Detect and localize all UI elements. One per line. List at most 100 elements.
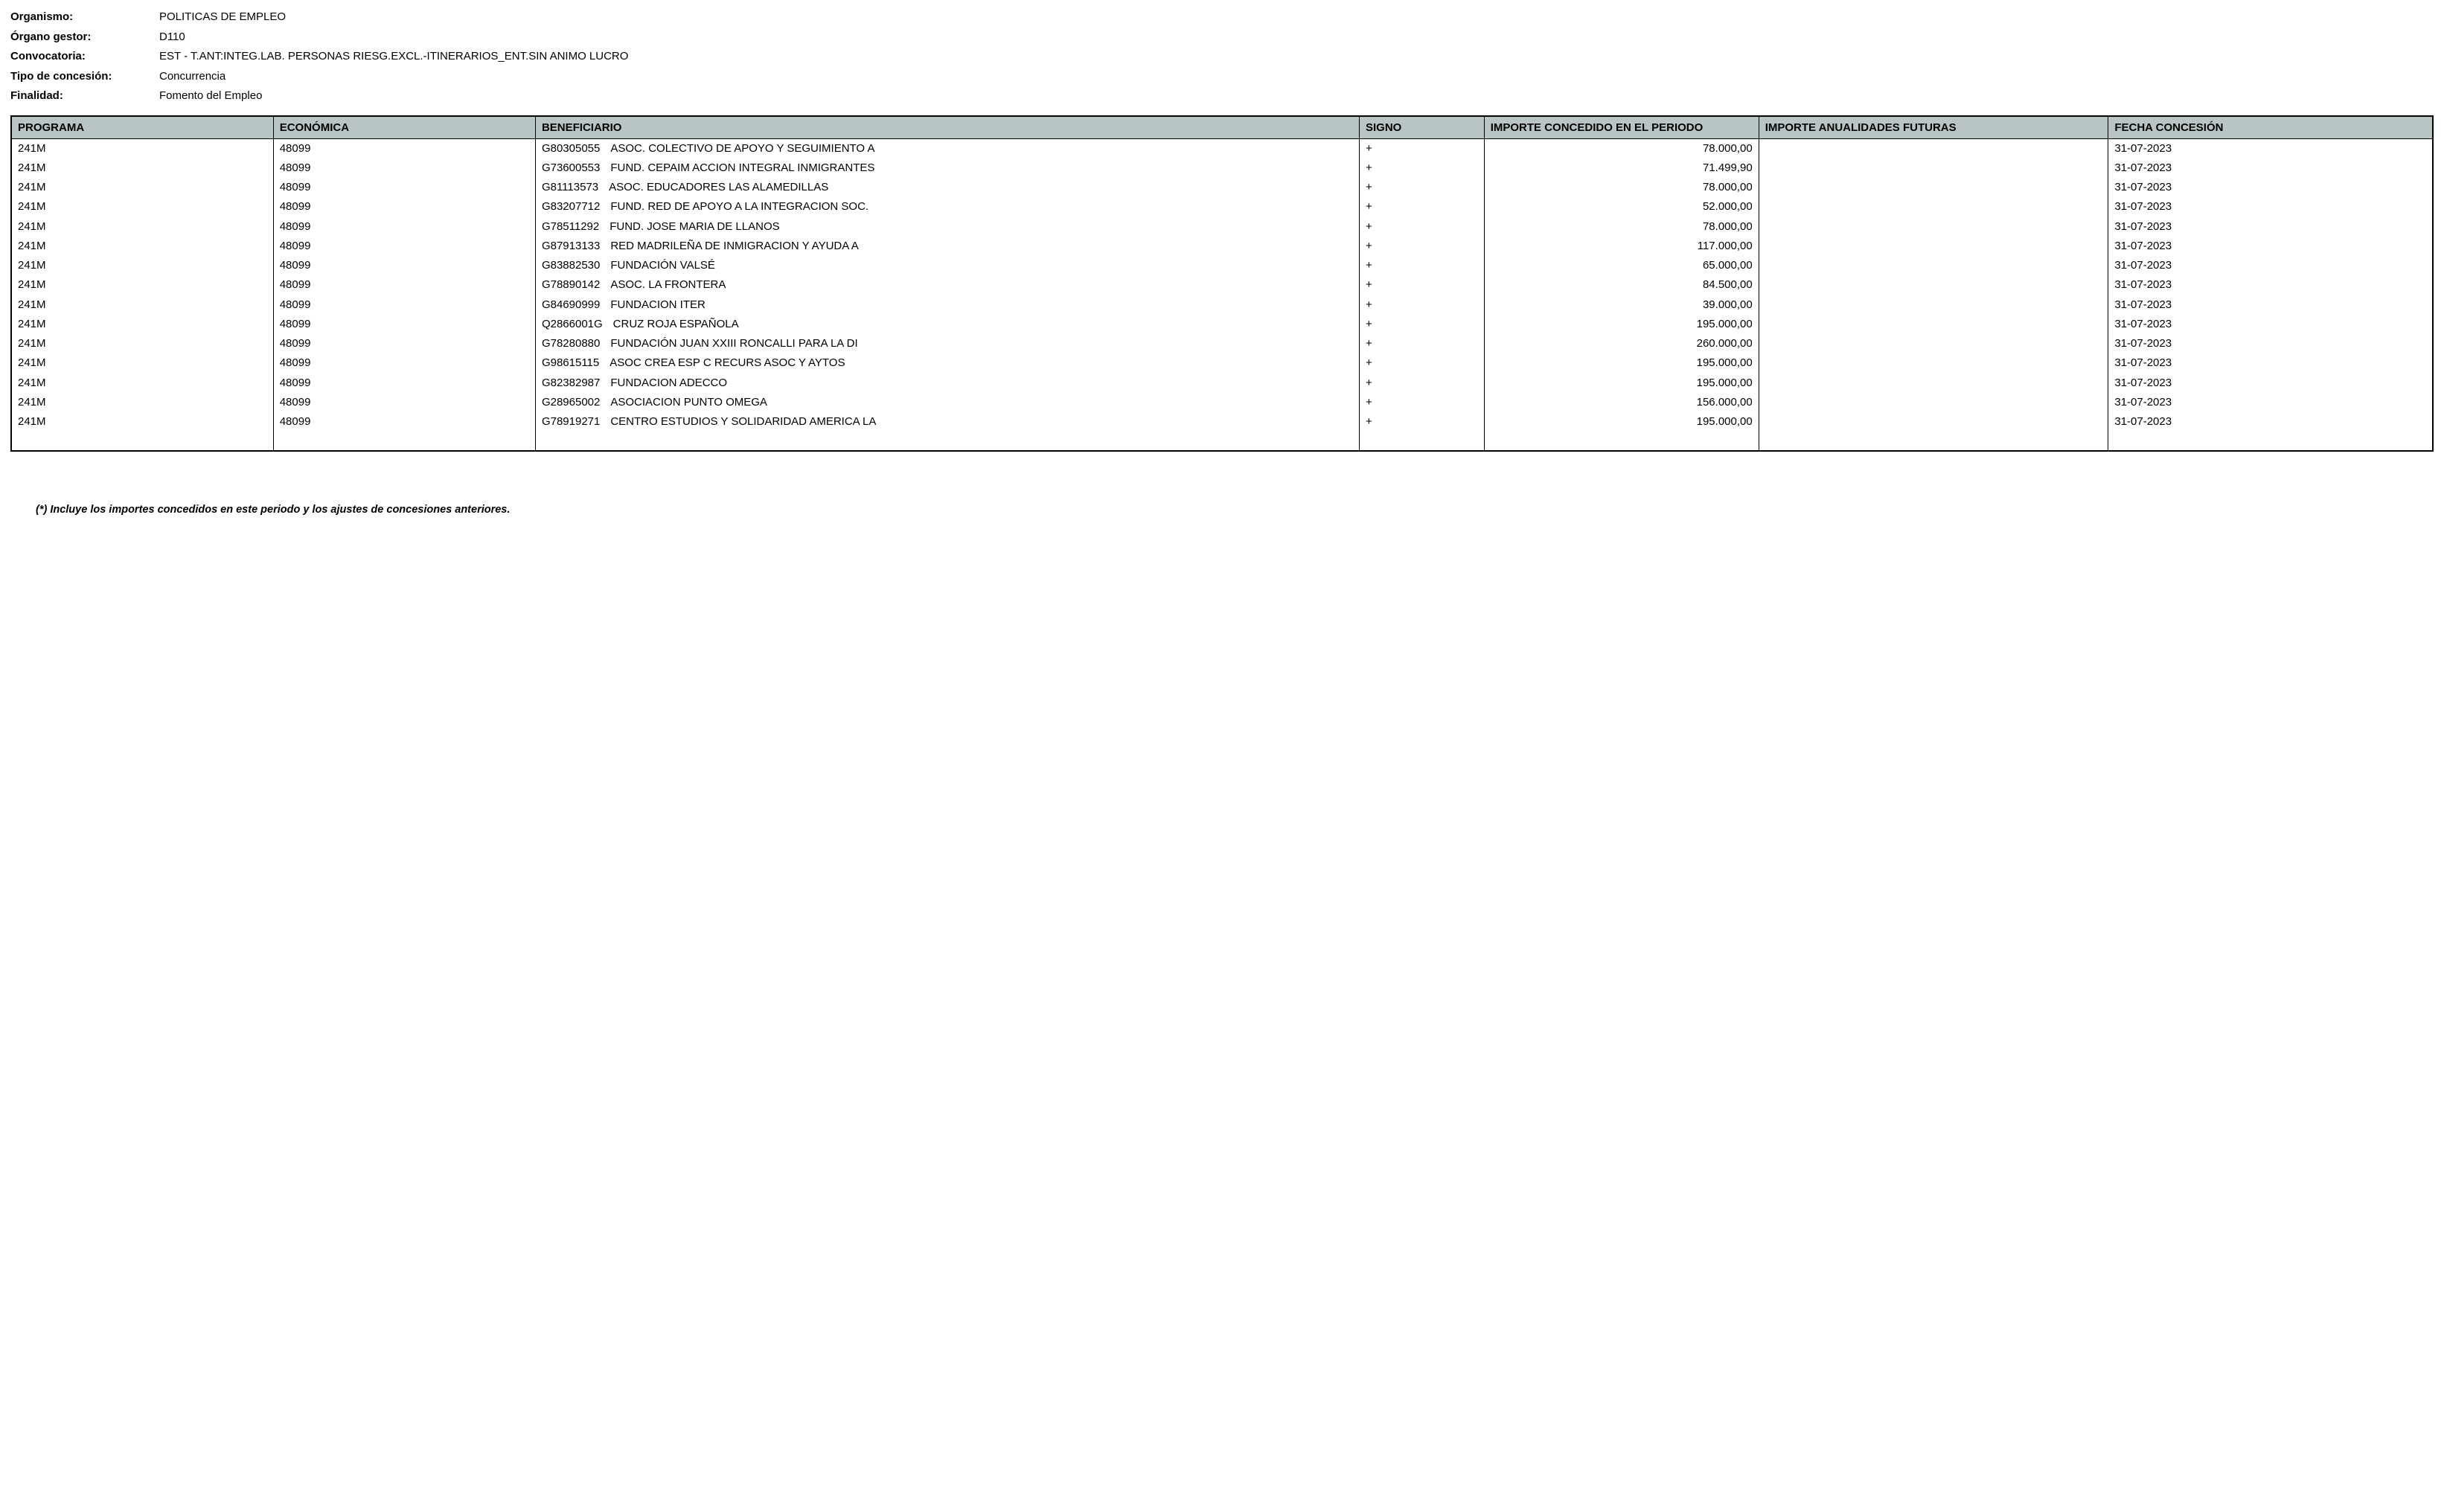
cell-imp_per: 117.000,00 (1484, 237, 1759, 256)
cell-fecha: 31-07-2023 (2108, 217, 2433, 237)
cell-economica: 48099 (273, 158, 535, 178)
table-body: 241M48099G80305055ASOC. COLECTIVO DE APO… (11, 138, 2433, 451)
cell-economica: 48099 (273, 138, 535, 158)
cell-benef: G78280880FUNDACIÓN JUAN XXIII RONCALLI P… (535, 334, 1359, 353)
cell-programa: 241M (11, 178, 273, 197)
table-row: 241M48099G78511292FUND. JOSE MARIA DE LL… (11, 217, 2433, 237)
cell-imp_per: 71.499,90 (1484, 158, 1759, 178)
cell-imp_fut (1759, 158, 2108, 178)
cell-programa: 241M (11, 315, 273, 334)
cell-fecha: 31-07-2023 (2108, 374, 2433, 393)
cell-fecha: 31-07-2023 (2108, 178, 2433, 197)
cell-imp_per: 195.000,00 (1484, 412, 1759, 451)
cell-imp_per: 84.500,00 (1484, 275, 1759, 295)
cell-imp_per: 260.000,00 (1484, 334, 1759, 353)
cell-benef: G81113573ASOC. EDUCADORES LAS ALAMEDILLA… (535, 178, 1359, 197)
table-row: 241M48099G78280880FUNDACIÓN JUAN XXIII R… (11, 334, 2433, 353)
beneficiario-name: ASOC. EDUCADORES LAS ALAMEDILLAS (609, 180, 1353, 195)
cell-imp_fut (1759, 138, 2108, 158)
col-header-benef: BENEFICIARIO (535, 116, 1359, 139)
beneficiario-name: ASOC. COLECTIVO DE APOYO Y SEGUIMIENTO A (610, 141, 1353, 156)
col-header-imp_fut: IMPORTE ANUALIDADES FUTURAS (1759, 116, 2108, 139)
table-row: 241M48099G78890142ASOC. LA FRONTERA+84.5… (11, 275, 2433, 295)
cell-signo: + (1359, 158, 1484, 178)
beneficiario-name: RED MADRILEÑA DE INMIGRACION Y AYUDA A (610, 239, 1353, 254)
meta-value: D110 (159, 29, 2434, 46)
cell-programa: 241M (11, 158, 273, 178)
table-row: 241M48099G84690999FUNDACION ITER+39.000,… (11, 295, 2433, 315)
cell-imp_per: 78.000,00 (1484, 217, 1759, 237)
meta-label: Finalidad: (10, 88, 159, 105)
footnote: (*) Incluye los importes concedidos en e… (10, 504, 2434, 516)
table-row: 241M48099G87913133RED MADRILEÑA DE INMIG… (11, 237, 2433, 256)
cell-programa: 241M (11, 217, 273, 237)
table-row: 241M48099G83882530FUNDACIÓN VALSÉ+65.000… (11, 256, 2433, 275)
cell-imp_fut (1759, 315, 2108, 334)
beneficiario-code: G78890142 (542, 278, 600, 292)
meta-label: Organismo: (10, 9, 159, 26)
meta-label: Convocatoria: (10, 48, 159, 65)
cell-benef: G82382987FUNDACION ADECCO (535, 374, 1359, 393)
cell-fecha: 31-07-2023 (2108, 295, 2433, 315)
beneficiario-code: Q2866001G (542, 317, 603, 332)
cell-benef: G98615115ASOC CREA ESP C RECURS ASOC Y A… (535, 353, 1359, 373)
cell-imp_per: 156.000,00 (1484, 393, 1759, 412)
cell-benef: G73600553FUND. CEPAIM ACCION INTEGRAL IN… (535, 158, 1359, 178)
meta-row: Tipo de concesión:Concurrencia (10, 68, 2434, 86)
beneficiario-name: FUND. JOSE MARIA DE LLANOS (610, 220, 1353, 234)
cell-signo: + (1359, 237, 1484, 256)
beneficiario-name: CENTRO ESTUDIOS Y SOLIDARIDAD AMERICA LA (610, 414, 1353, 429)
cell-programa: 241M (11, 138, 273, 158)
cell-programa: 241M (11, 412, 273, 451)
cell-fecha: 31-07-2023 (2108, 275, 2433, 295)
cell-programa: 241M (11, 237, 273, 256)
cell-programa: 241M (11, 374, 273, 393)
beneficiario-name: FUNDACION ITER (610, 298, 1353, 313)
table-row: 241M48099G81113573ASOC. EDUCADORES LAS A… (11, 178, 2433, 197)
meta-label: Órgano gestor: (10, 29, 159, 46)
beneficiario-code: G83207712 (542, 199, 600, 214)
cell-programa: 241M (11, 295, 273, 315)
cell-economica: 48099 (273, 374, 535, 393)
cell-imp_fut (1759, 237, 2108, 256)
cell-programa: 241M (11, 393, 273, 412)
cell-imp_fut (1759, 412, 2108, 451)
cell-benef: G78890142ASOC. LA FRONTERA (535, 275, 1359, 295)
beneficiario-code: G78280880 (542, 336, 600, 351)
cell-imp_fut (1759, 295, 2108, 315)
cell-imp_fut (1759, 256, 2108, 275)
beneficiario-name: FUNDACIÓN VALSÉ (610, 258, 1353, 273)
beneficiario-name: FUNDACION ADECCO (610, 376, 1353, 391)
beneficiario-name: CRUZ ROJA ESPAÑOLA (613, 317, 1353, 332)
cell-fecha: 31-07-2023 (2108, 315, 2433, 334)
cell-signo: + (1359, 353, 1484, 373)
cell-imp_per: 78.000,00 (1484, 178, 1759, 197)
cell-signo: + (1359, 217, 1484, 237)
cell-economica: 48099 (273, 178, 535, 197)
cell-imp_per: 195.000,00 (1484, 374, 1759, 393)
col-header-programa: PROGRAMA (11, 116, 273, 139)
cell-benef: G80305055ASOC. COLECTIVO DE APOYO Y SEGU… (535, 138, 1359, 158)
col-header-economica: ECONÓMICA (273, 116, 535, 139)
cell-imp_fut (1759, 178, 2108, 197)
cell-signo: + (1359, 315, 1484, 334)
metadata-block: Organismo:POLITICAS DE EMPLEOÓrgano gest… (10, 9, 2434, 105)
cell-benef: G83207712FUND. RED DE APOYO A LA INTEGRA… (535, 197, 1359, 217)
beneficiario-code: G78511292 (542, 220, 599, 234)
table-row: 241M48099Q2866001GCRUZ ROJA ESPAÑOLA+195… (11, 315, 2433, 334)
cell-fecha: 31-07-2023 (2108, 412, 2433, 451)
cell-economica: 48099 (273, 237, 535, 256)
cell-fecha: 31-07-2023 (2108, 393, 2433, 412)
cell-economica: 48099 (273, 275, 535, 295)
meta-value: POLITICAS DE EMPLEO (159, 9, 2434, 26)
cell-imp_per: 195.000,00 (1484, 353, 1759, 373)
cell-imp_per: 65.000,00 (1484, 256, 1759, 275)
table-row: 241M48099G80305055ASOC. COLECTIVO DE APO… (11, 138, 2433, 158)
cell-fecha: 31-07-2023 (2108, 237, 2433, 256)
beneficiario-name: FUND. CEPAIM ACCION INTEGRAL INMIGRANTES (610, 161, 1353, 176)
cell-imp_per: 52.000,00 (1484, 197, 1759, 217)
cell-economica: 48099 (273, 353, 535, 373)
table-row: 241M48099G82382987FUNDACION ADECCO+195.0… (11, 374, 2433, 393)
meta-label: Tipo de concesión: (10, 68, 159, 86)
cell-fecha: 31-07-2023 (2108, 353, 2433, 373)
